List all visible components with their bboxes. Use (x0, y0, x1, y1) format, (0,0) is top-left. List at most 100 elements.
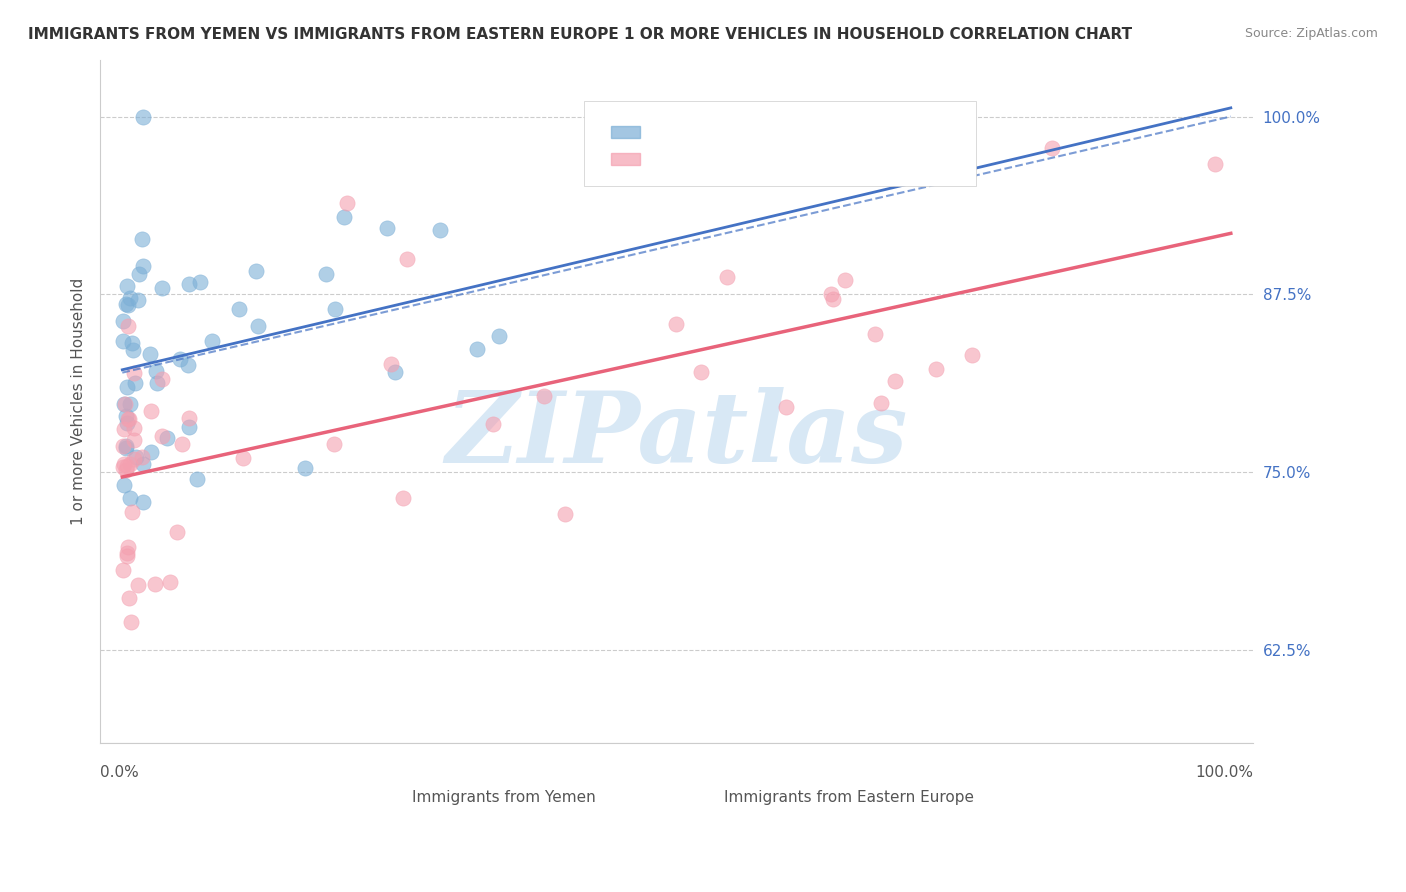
Point (247, 319, 270, 334)
Text: 100.0%: 100.0% (1195, 764, 1253, 780)
Text: 55: 55 (751, 155, 773, 170)
Point (665, 317, 688, 331)
Point (124, 433, 146, 447)
Point (117, 411, 139, 425)
Point (322, 437, 344, 451)
Point (132, 110, 155, 124)
Point (159, 574, 181, 589)
Point (139, 404, 162, 418)
Point (177, 411, 200, 425)
Point (112, 563, 135, 577)
Point (375, 221, 398, 235)
Point (115, 546, 138, 560)
Point (122, 452, 145, 467)
Text: Source: ZipAtlas.com: Source: ZipAtlas.com (1244, 27, 1378, 40)
Point (333, 210, 356, 224)
Point (120, 615, 142, 629)
Point (396, 252, 419, 267)
Point (177, 277, 200, 292)
Bar (354, 785, 382, 797)
Point (112, 458, 135, 472)
Point (429, 222, 451, 236)
Bar (610, 126, 640, 138)
Text: IMMIGRANTS FROM YEMEN VS IMMIGRANTS FROM EASTERN EUROPE 1 OR MORE VEHICLES IN HO: IMMIGRANTS FROM YEMEN VS IMMIGRANTS FROM… (28, 27, 1132, 42)
Point (115, 409, 138, 423)
Point (132, 259, 155, 273)
Text: Immigrants from Eastern Europe: Immigrants from Eastern Europe (724, 790, 974, 805)
Point (118, 591, 141, 606)
Point (115, 416, 138, 430)
Text: Immigrants from Yemen: Immigrants from Yemen (412, 790, 596, 805)
Point (114, 440, 136, 454)
Point (143, 577, 166, 591)
Point (294, 461, 316, 475)
Text: 0.0%: 0.0% (100, 764, 139, 780)
Point (117, 298, 139, 312)
Point (138, 347, 160, 361)
Point (117, 319, 139, 334)
Point (152, 429, 174, 443)
Point (145, 364, 167, 378)
Point (118, 411, 141, 425)
Point (127, 293, 149, 307)
Point (115, 458, 138, 473)
Point (391, 491, 413, 505)
Point (112, 422, 135, 436)
Point (323, 301, 346, 316)
Point (834, 272, 856, 286)
Point (131, 495, 153, 509)
Point (465, 342, 488, 356)
Point (112, 397, 135, 411)
Point (863, 327, 886, 342)
Point (533, 389, 555, 403)
Point (689, 365, 711, 379)
Point (127, 578, 149, 592)
Point (380, 357, 402, 371)
Point (384, 365, 406, 379)
Point (166, 525, 188, 540)
Point (111, 313, 134, 327)
Point (775, 400, 797, 414)
Text: R = 0.433   N = 55: R = 0.433 N = 55 (636, 155, 780, 170)
Bar (700, 785, 728, 797)
Point (121, 336, 143, 351)
Point (150, 372, 173, 386)
Point (716, 269, 738, 284)
Point (125, 450, 148, 464)
Point (1040, 141, 1063, 155)
Point (169, 352, 191, 367)
Point (120, 491, 142, 505)
Point (150, 280, 173, 294)
Text: R = 0.142   N = 51: R = 0.142 N = 51 (636, 128, 780, 143)
Point (121, 505, 143, 519)
Point (960, 348, 983, 362)
Point (118, 397, 141, 411)
Point (115, 380, 138, 394)
Point (131, 450, 153, 464)
FancyBboxPatch shape (585, 101, 976, 186)
Point (201, 334, 224, 348)
Point (821, 292, 844, 306)
Y-axis label: 1 or more Vehicles in Household: 1 or more Vehicles in Household (72, 277, 86, 524)
Point (115, 296, 138, 310)
Point (121, 343, 143, 357)
Point (131, 232, 153, 246)
Bar (610, 153, 640, 165)
Point (114, 397, 136, 411)
Text: ZIPatlas: ZIPatlas (446, 387, 908, 483)
Point (118, 457, 141, 471)
Point (115, 463, 138, 477)
Point (232, 451, 254, 466)
Point (115, 549, 138, 563)
Point (820, 287, 842, 301)
Point (124, 376, 146, 391)
Point (1204, 157, 1226, 171)
Point (141, 444, 163, 458)
Point (115, 279, 138, 293)
Point (117, 540, 139, 554)
Point (924, 361, 946, 376)
Point (111, 439, 134, 453)
Text: 51: 51 (751, 128, 773, 143)
Point (128, 267, 150, 281)
Point (554, 507, 576, 521)
